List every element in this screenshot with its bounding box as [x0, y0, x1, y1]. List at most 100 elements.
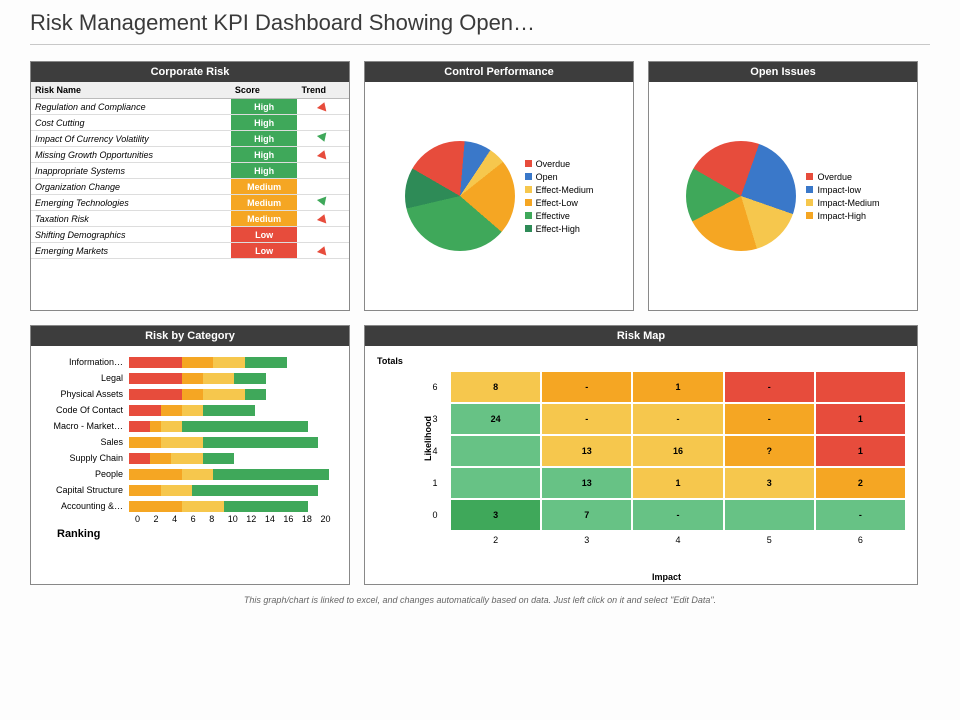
rmap-cell: 3 — [451, 500, 540, 530]
rmap-cell: - — [725, 372, 814, 402]
trend-down-icon — [317, 132, 329, 143]
bar-row: Legal — [37, 370, 339, 386]
rmap-cell: 1 — [633, 468, 722, 498]
open-issues-title: Open Issues — [649, 62, 917, 82]
table-row: Impact Of Currency VolatilityHigh — [31, 131, 349, 147]
bar-row: Macro - Market… — [37, 418, 339, 434]
rmap-cell: Totals — [377, 352, 419, 370]
bar-row: Code Of Contact — [37, 402, 339, 418]
rmap-cell: 1 — [421, 468, 449, 498]
table-row: Regulation and ComplianceHigh — [31, 99, 349, 115]
rmap-cell: 1 — [816, 436, 905, 466]
rmap-cell: 8 — [451, 372, 540, 402]
legend-item: Effect-High — [525, 224, 594, 234]
risk-map-title: Risk Map — [365, 326, 917, 346]
table-row: Shifting DemographicsLow — [31, 227, 349, 243]
risk-map-ylabel: Likelihood — [423, 416, 433, 461]
rmap-cell: 1 — [816, 404, 905, 434]
rmap-cell: - — [725, 404, 814, 434]
table-row: Emerging MarketsLow — [31, 243, 349, 259]
legend-item: Overdue — [525, 159, 594, 169]
risk-by-category-chart: Information…LegalPhysical AssetsCode Of … — [31, 346, 349, 584]
bar-row: Supply Chain — [37, 450, 339, 466]
rmap-cell — [542, 352, 631, 370]
rmap-cell — [421, 532, 449, 548]
rmap-cell — [725, 352, 814, 370]
control-performance-legend: Overdue Open Effect-Medium Effect-Low Effect… — [525, 156, 594, 237]
rmap-cell: 13 — [542, 436, 631, 466]
rmap-cell: - — [542, 404, 631, 434]
rmap-cell: - — [633, 404, 722, 434]
bar-row: Accounting &… — [37, 498, 339, 514]
rmap-cell: 3 — [542, 532, 631, 548]
corporate-risk-panel: Corporate Risk Risk NameScoreTrend Regul… — [30, 61, 350, 311]
legend-item: Effect-Medium — [525, 185, 594, 195]
rmap-cell: 2 — [816, 468, 905, 498]
table-row: Taxation RiskMedium — [31, 211, 349, 227]
rmap-cell: - — [633, 500, 722, 530]
rmap-cell — [451, 468, 540, 498]
table-row: Emerging TechnologiesMedium — [31, 195, 349, 211]
rmap-cell: 4 — [633, 532, 722, 548]
footer-note: This graph/chart is linked to excel, and… — [30, 595, 930, 605]
bar-row: Physical Assets — [37, 386, 339, 402]
table-row: Organization ChangeMedium — [31, 179, 349, 195]
trend-up-icon — [317, 100, 329, 111]
rmap-cell — [725, 500, 814, 530]
page-title: Risk Management KPI Dashboard Showing Op… — [30, 10, 930, 45]
rmap-cell — [816, 372, 905, 402]
trend-down-icon — [317, 196, 329, 207]
risk-map-grid: Totals68-1-324---141316?1113132037--2345… — [377, 352, 905, 548]
rmap-cell: 3 — [725, 468, 814, 498]
trend-up-icon — [317, 148, 329, 159]
rmap-cell: 5 — [725, 532, 814, 548]
table-row: Missing Growth OpportunitiesHigh — [31, 147, 349, 163]
rmap-cell: 13 — [542, 468, 631, 498]
rmap-cell: 1 — [633, 372, 722, 402]
rmap-cell — [421, 352, 449, 370]
legend-item: Effective — [525, 211, 594, 221]
rmap-cell: - — [542, 372, 631, 402]
bar-row: Sales — [37, 434, 339, 450]
legend-item: Effect-Low — [525, 198, 594, 208]
legend-item: Impact-Medium — [806, 198, 879, 208]
rmap-cell: 24 — [451, 404, 540, 434]
table-row: Inappropriate SystemsHigh — [31, 163, 349, 179]
open-issues-panel: Open Issues Overdue Impact-low Impact-Medi… — [648, 61, 918, 311]
table-header: Score — [231, 82, 298, 99]
rmap-cell: 0 — [421, 500, 449, 530]
rmap-cell: 6 — [816, 532, 905, 548]
risk-map-panel: Risk Map Totals68-1-324---141316?1113132… — [364, 325, 918, 585]
legend-item: Open — [525, 172, 594, 182]
legend-item: Impact-High — [806, 211, 879, 221]
risk-by-category-panel: Risk by Category Information…LegalPhysic… — [30, 325, 350, 585]
rmap-cell — [451, 436, 540, 466]
bar-row: Capital Structure — [37, 482, 339, 498]
rmap-cell: 7 — [542, 500, 631, 530]
control-performance-pie — [405, 141, 515, 251]
rmap-cell — [816, 352, 905, 370]
ranking-label: Ranking — [37, 524, 339, 542]
trend-up-icon — [317, 244, 329, 255]
table-header: Trend — [297, 82, 349, 99]
rmap-cell: ? — [725, 436, 814, 466]
open-issues-legend: Overdue Impact-low Impact-Medium Impact-Hig… — [806, 169, 879, 224]
open-issues-pie — [686, 141, 796, 251]
legend-item: Overdue — [806, 172, 879, 182]
control-performance-panel: Control Performance Overdue Open Effect-Me… — [364, 61, 634, 311]
corporate-risk-table: Risk NameScoreTrend Regulation and Compl… — [31, 82, 349, 259]
table-row: Cost CuttingHigh — [31, 115, 349, 131]
rmap-cell — [451, 352, 540, 370]
bar-row: Information… — [37, 354, 339, 370]
table-header: Risk Name — [31, 82, 231, 99]
risk-map-xlabel: Impact — [652, 572, 681, 582]
rmap-cell: - — [816, 500, 905, 530]
rmap-cell — [633, 352, 722, 370]
rmap-cell: 2 — [451, 532, 540, 548]
control-performance-title: Control Performance — [365, 62, 633, 82]
corporate-risk-title: Corporate Risk — [31, 62, 349, 82]
legend-item: Impact-low — [806, 185, 879, 195]
trend-up-icon — [317, 212, 329, 223]
risk-by-category-title: Risk by Category — [31, 326, 349, 346]
rmap-cell: 16 — [633, 436, 722, 466]
